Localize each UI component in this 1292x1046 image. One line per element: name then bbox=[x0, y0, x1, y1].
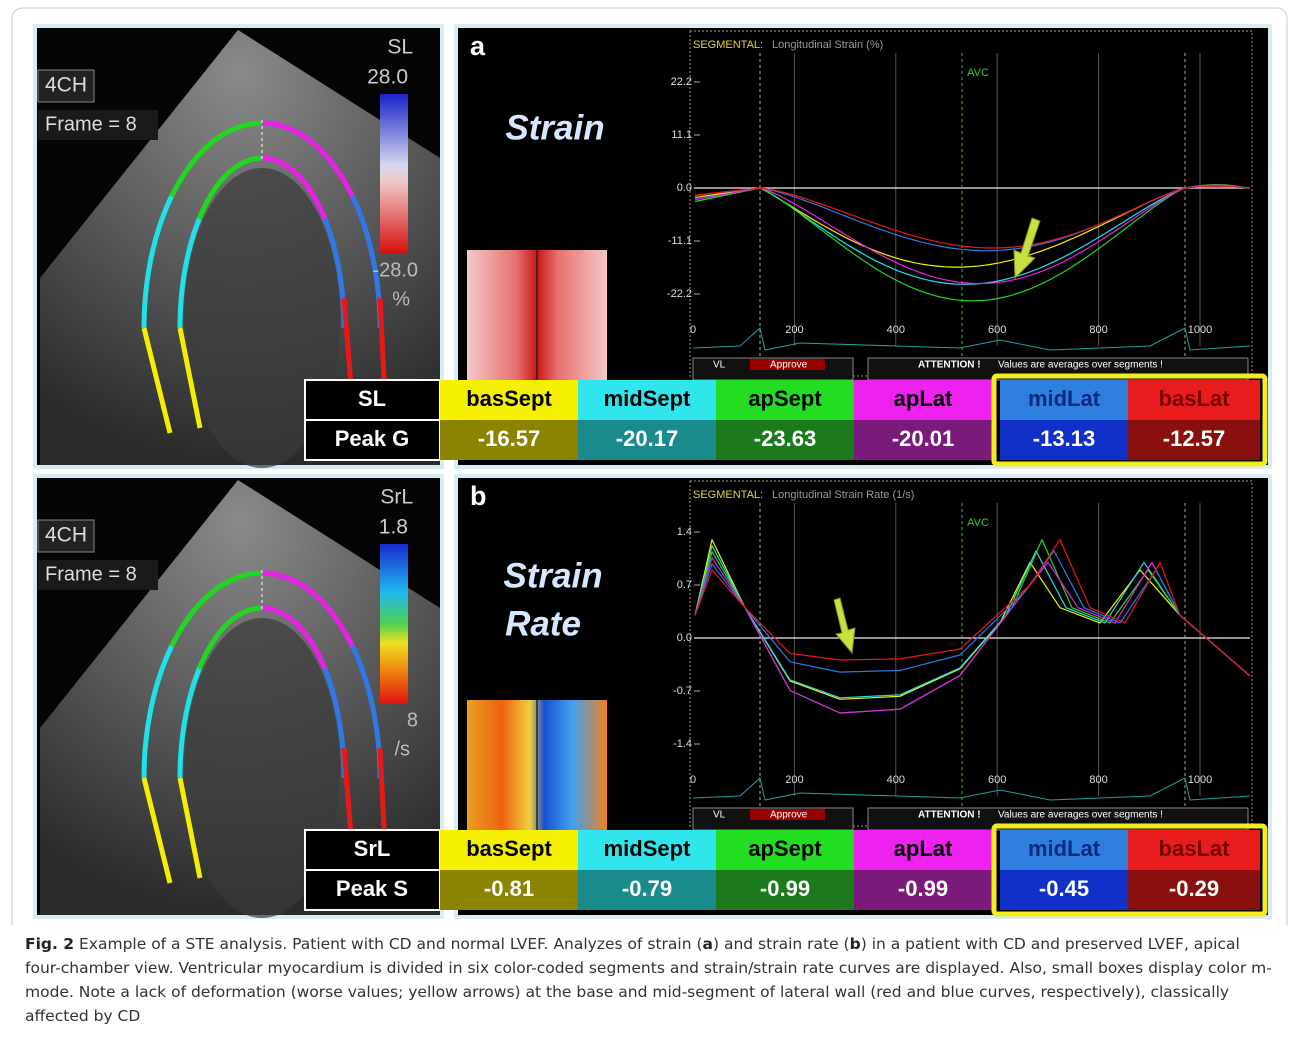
y-tick-label: 0.0 bbox=[677, 632, 692, 644]
panel-title: Strain bbox=[503, 556, 602, 595]
segment-value: -12.57 bbox=[1163, 426, 1225, 451]
legend-item: VL bbox=[713, 810, 726, 821]
panel-letter: a bbox=[470, 31, 486, 61]
attention-label: ATTENTION ! bbox=[918, 360, 981, 371]
frame-label: Frame = 8 bbox=[45, 113, 137, 135]
y-tick-label: 22.2 bbox=[671, 76, 692, 88]
segment-name: midSept bbox=[604, 386, 691, 411]
segment-name: basSept bbox=[466, 386, 552, 411]
scale-top: 28.0 bbox=[367, 66, 408, 89]
segment-name: midLat bbox=[1028, 836, 1101, 861]
panel: 4CH Frame = 8 SrL 1.8 8/s b Strain Rate SEGMENTA… bbox=[33, 474, 1272, 919]
x-tick-label: 1000 bbox=[1188, 774, 1212, 786]
caption-text: Example of a STE analysis. Patient with … bbox=[79, 935, 703, 953]
avc-marker: AVC bbox=[967, 67, 989, 79]
caption-text: ) and strain rate ( bbox=[713, 935, 850, 953]
segment-name: basLat bbox=[1159, 386, 1231, 411]
graph-subheader: Longitudinal Strain Rate (1/s) bbox=[772, 489, 914, 501]
legend-item: Approve bbox=[770, 810, 808, 821]
segment-value: -20.01 bbox=[892, 426, 954, 451]
legend-item: Approve bbox=[770, 360, 808, 371]
segment-value: -0.79 bbox=[622, 876, 672, 901]
scale-unit: % bbox=[392, 288, 410, 310]
panel: 4CH Frame = 8 SL 28.0 -28.0% a Strain SEGMENTAL… bbox=[33, 24, 1272, 469]
graph-header: SEGMENTAL: bbox=[693, 489, 763, 501]
y-tick-label: -11.1 bbox=[668, 235, 692, 247]
y-tick-label: -22.2 bbox=[667, 288, 692, 300]
x-tick-label: 600 bbox=[988, 324, 1006, 336]
param-label: SrL bbox=[380, 486, 413, 509]
value-label: Peak G bbox=[335, 426, 410, 451]
y-tick-label: 0.7 bbox=[677, 579, 692, 591]
scale-top: 1.8 bbox=[379, 516, 408, 539]
page: 4CH Frame = 8 SL 28.0 -28.0% a Strain SEGMENTAL… bbox=[0, 0, 1292, 1046]
y-tick-label: -0.7 bbox=[673, 685, 692, 697]
view-label: 4CH bbox=[45, 524, 87, 547]
segment-name: midLat bbox=[1028, 386, 1101, 411]
panel-title: Strain bbox=[505, 108, 604, 147]
graph-subheader: Longitudinal Strain (%) bbox=[772, 39, 883, 51]
segment-value: -20.17 bbox=[616, 426, 678, 451]
y-tick-label: 11.1 bbox=[671, 129, 692, 141]
attention-text: Values are averages over segments ! bbox=[998, 810, 1163, 821]
color-bar bbox=[380, 94, 408, 254]
view-label: 4CH bbox=[45, 74, 87, 97]
panel-title: Rate bbox=[505, 604, 581, 643]
scale-bottom: -28.0 bbox=[372, 259, 418, 281]
x-tick-label: 400 bbox=[887, 324, 905, 336]
row-label: SL bbox=[358, 386, 386, 411]
segment-value: -0.99 bbox=[898, 876, 948, 901]
x-tick-label: 1000 bbox=[1188, 324, 1212, 336]
segment-name: apSept bbox=[748, 836, 822, 861]
caption-letter: a bbox=[703, 935, 713, 953]
row-label: SrL bbox=[354, 836, 391, 861]
x-tick-label: 0 bbox=[690, 324, 696, 336]
x-tick-label: 0 bbox=[690, 774, 696, 786]
value-table: SL Peak G basSept -16.57 midSept -20.17 apSept… bbox=[305, 376, 1265, 464]
attention-text: Values are averages over segments ! bbox=[998, 360, 1163, 371]
param-label: SL bbox=[387, 36, 413, 59]
scale-bottom: 8 bbox=[407, 709, 418, 731]
value-label: Peak S bbox=[336, 876, 408, 901]
y-tick-label: 1.4 bbox=[677, 526, 692, 538]
avc-marker: AVC bbox=[967, 517, 989, 529]
x-tick-label: 200 bbox=[785, 774, 803, 786]
x-tick-label: 800 bbox=[1089, 324, 1107, 336]
x-tick-label: 400 bbox=[887, 774, 905, 786]
segment-value: -16.57 bbox=[478, 426, 540, 451]
legend-item: VL bbox=[713, 360, 726, 371]
frame-label: Frame = 8 bbox=[45, 563, 137, 585]
color-bar bbox=[380, 544, 408, 704]
panel-letter: b bbox=[470, 481, 487, 511]
scale-unit: /s bbox=[394, 738, 410, 760]
x-tick-label: 200 bbox=[785, 324, 803, 336]
segment-name: midSept bbox=[604, 836, 691, 861]
y-tick-label: 0.0 bbox=[677, 182, 692, 194]
segment-name: apLat bbox=[894, 836, 953, 861]
x-tick-label: 600 bbox=[988, 774, 1006, 786]
segment-name: basLat bbox=[1159, 836, 1231, 861]
caption: Fig. 2 Example of a STE analysis. Patien… bbox=[25, 932, 1275, 1028]
segment-value: -0.45 bbox=[1039, 876, 1089, 901]
x-tick-label: 800 bbox=[1089, 774, 1107, 786]
caption-label: Fig. 2 bbox=[25, 935, 74, 953]
figure: 4CH Frame = 8 SL 28.0 -28.0% a Strain SEGMENTAL… bbox=[0, 0, 1292, 925]
y-tick-label: -1.4 bbox=[673, 738, 692, 750]
segment-value: -0.99 bbox=[760, 876, 810, 901]
graph-header: SEGMENTAL: bbox=[693, 39, 763, 51]
value-table: SrL Peak S basSept -0.81 midSept -0.79 apSept -… bbox=[305, 826, 1265, 914]
caption-letter: b bbox=[850, 935, 861, 953]
segment-value: -0.81 bbox=[484, 876, 534, 901]
segment-value: -23.63 bbox=[754, 426, 816, 451]
segment-name: apLat bbox=[894, 386, 953, 411]
attention-label: ATTENTION ! bbox=[918, 810, 981, 821]
segment-value: -0.29 bbox=[1169, 876, 1219, 901]
segment-name: basSept bbox=[466, 836, 552, 861]
segment-value: -13.13 bbox=[1033, 426, 1095, 451]
segment-name: apSept bbox=[748, 386, 822, 411]
